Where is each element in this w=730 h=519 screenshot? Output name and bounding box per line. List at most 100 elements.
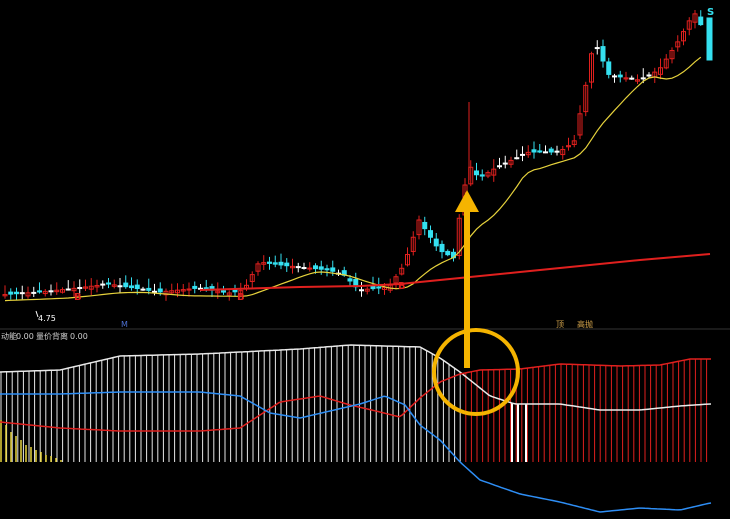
candle-body [606, 61, 612, 75]
candle-body [393, 276, 399, 284]
sell-signal: S [707, 7, 714, 18]
indicator-legend-1-value: 0.00 [16, 332, 34, 341]
candle-body [617, 74, 623, 78]
candle-body [497, 165, 502, 168]
candle-body [117, 285, 123, 288]
candle-body-last [706, 17, 713, 61]
candle-body [267, 261, 272, 264]
candle-body [577, 113, 583, 136]
candle-body [54, 289, 60, 293]
candle-body [686, 20, 692, 30]
m-mark: M [121, 320, 128, 329]
indicator-line-red [0, 358, 711, 432]
candle-body [37, 290, 42, 293]
candle-body [71, 287, 77, 292]
price-low-pointer [35, 310, 39, 318]
candle-body [100, 283, 106, 286]
buy-signal-3: B [398, 281, 406, 292]
candle-body [169, 290, 175, 294]
candle-body [129, 285, 134, 289]
candle-body [347, 278, 353, 282]
candle-body [543, 151, 548, 154]
candle-body [157, 288, 163, 293]
candle-body [272, 262, 278, 265]
indicator-legend-2-label: 量价背离 [36, 331, 68, 341]
candle-body [226, 292, 232, 296]
candle-body [554, 150, 560, 153]
candle-body [192, 285, 198, 289]
candle-body [261, 262, 267, 265]
indicator-legend-2-value: 0.00 [70, 332, 88, 341]
candle-body [370, 285, 376, 290]
candle-body [583, 84, 589, 113]
candle-body [439, 243, 445, 253]
candle-body [65, 288, 71, 291]
candle-body [571, 140, 577, 145]
candle-body [502, 162, 508, 165]
candle-body [669, 50, 675, 60]
candle-body [19, 292, 25, 295]
candle-body [698, 16, 704, 26]
candle-body [663, 58, 669, 69]
candle-body [31, 291, 37, 294]
candle-body [422, 221, 428, 230]
candle-body [313, 265, 318, 270]
candle-body [152, 290, 157, 293]
candle-body [249, 274, 255, 282]
candle-body [359, 289, 364, 292]
candle-body [623, 77, 629, 80]
candle-body [180, 289, 186, 292]
candle-body [376, 286, 382, 289]
candle-body [520, 153, 525, 156]
candle-body [566, 145, 571, 148]
candle-body [525, 151, 531, 156]
indicator-line-blue [0, 391, 712, 513]
x-label-sell: 高抛 [577, 319, 593, 329]
candle-body [146, 287, 152, 291]
candle-body [255, 263, 261, 272]
candle-body [175, 289, 180, 294]
candle-body [560, 149, 566, 156]
candle-body [382, 286, 387, 290]
candle-body [25, 292, 31, 297]
candle-body [83, 286, 88, 289]
buy-signal-2: B [237, 292, 245, 303]
candle-body [456, 217, 462, 256]
candle-body [485, 172, 491, 177]
candle-body [646, 74, 652, 77]
candle-body [410, 236, 416, 252]
candle-body [8, 291, 14, 295]
candle-body [111, 284, 117, 287]
candle-body [548, 148, 554, 153]
candle-body [508, 159, 514, 165]
candle-body [594, 47, 600, 50]
candle-body [491, 168, 497, 176]
candles [2, 10, 713, 301]
candle-body [474, 170, 479, 176]
candle-body [221, 290, 226, 293]
candle-body [640, 77, 646, 80]
candle-body [692, 13, 698, 23]
candle-body [675, 41, 681, 48]
ma-line-yellow [4, 56, 702, 302]
ma-line-red [199, 253, 711, 291]
indicator-legend-1-label: 动能 [1, 331, 17, 341]
candle-body [278, 261, 284, 266]
candle-body [629, 77, 635, 80]
candle-body [215, 290, 221, 294]
candle-body [658, 67, 663, 75]
candle-body [290, 265, 295, 269]
candle-body [238, 290, 244, 295]
candle-body [364, 288, 370, 292]
candle-body [428, 230, 433, 238]
candle-body [94, 285, 100, 288]
candle-body [14, 291, 19, 295]
candle-body [42, 290, 48, 295]
candle-body [589, 53, 594, 83]
candle-body [186, 288, 192, 291]
highlight-arrow-head [455, 190, 479, 212]
candle-body [134, 284, 140, 290]
indicator-line-white [0, 344, 712, 411]
candle-body [123, 282, 129, 288]
